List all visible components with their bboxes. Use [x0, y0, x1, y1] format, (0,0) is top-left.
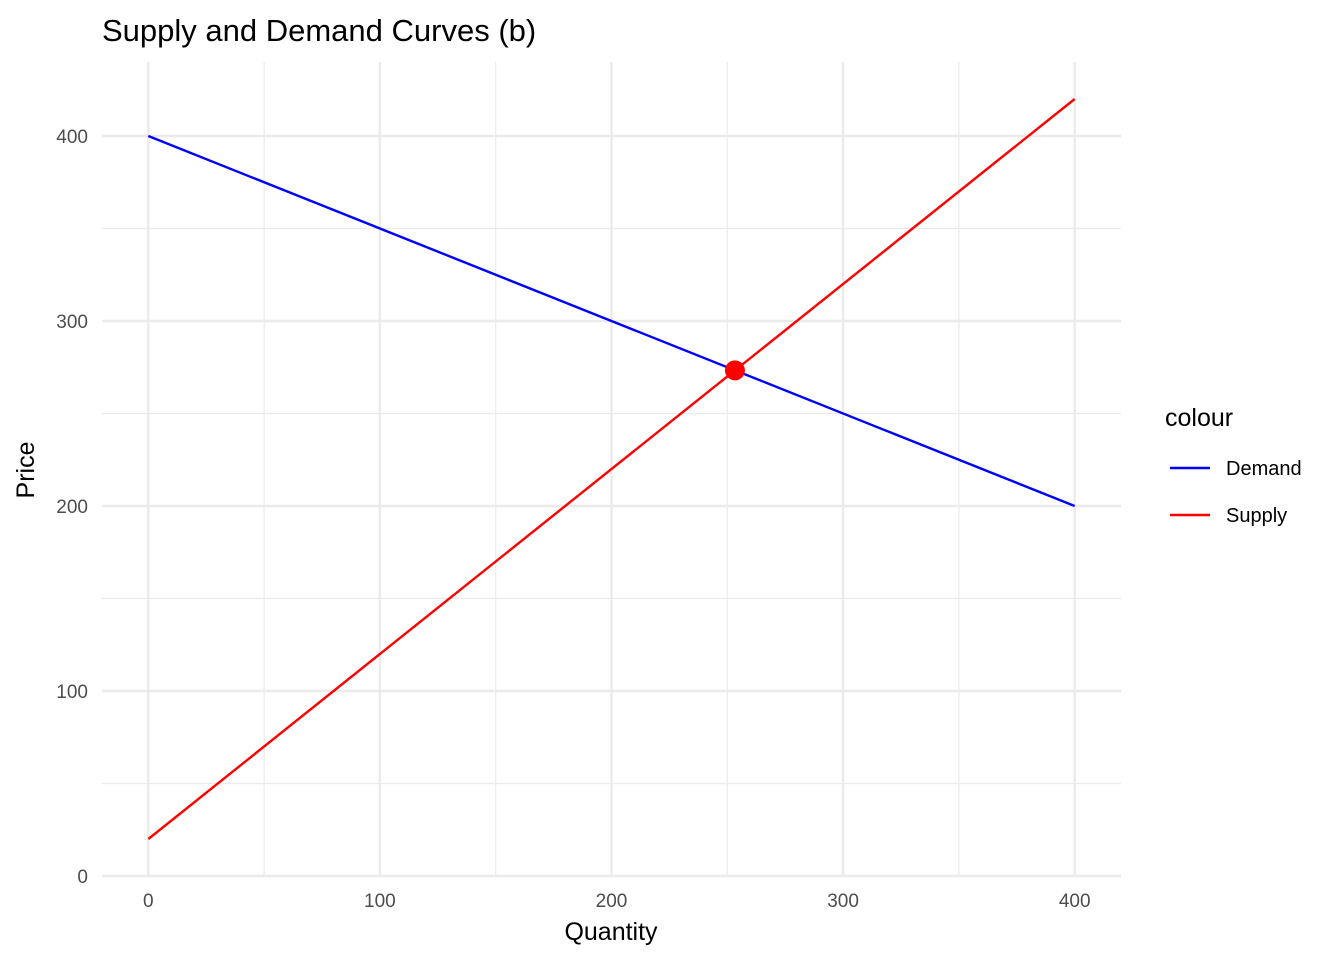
- series-lines: [147, 98, 1076, 840]
- x-tick-label: 300: [827, 891, 859, 912]
- legend: colour Demand Supply: [1165, 404, 1302, 527]
- equilibrium-point: [724, 360, 745, 381]
- demand-line: [147, 134, 1076, 508]
- x-tick-label: 400: [1059, 891, 1091, 912]
- legend-entries: Demand Supply: [1170, 458, 1302, 527]
- y-tick-label: 0: [77, 867, 88, 888]
- chart-title: Supply and Demand Curves (b): [102, 13, 536, 48]
- y-tick-label: 200: [56, 497, 88, 518]
- legend-label-demand: Demand: [1226, 458, 1302, 480]
- legend-title: colour: [1165, 404, 1233, 432]
- x-axis-title: Quantity: [564, 918, 658, 946]
- y-axis-title: Price: [12, 442, 40, 499]
- grid: [102, 62, 1121, 878]
- equilibrium-points: [724, 360, 745, 381]
- tick-labels: 0 100 200 300 400 0 100 200 300 400: [56, 127, 1090, 912]
- legend-label-supply: Supply: [1226, 505, 1287, 527]
- supply-line: [147, 98, 1076, 840]
- y-tick-label: 100: [56, 682, 88, 703]
- y-tick-label: 300: [56, 312, 88, 333]
- y-tick-label: 400: [56, 127, 88, 148]
- x-tick-label: 100: [364, 891, 396, 912]
- x-tick-label: 200: [596, 891, 628, 912]
- x-tick-label: 0: [143, 891, 154, 912]
